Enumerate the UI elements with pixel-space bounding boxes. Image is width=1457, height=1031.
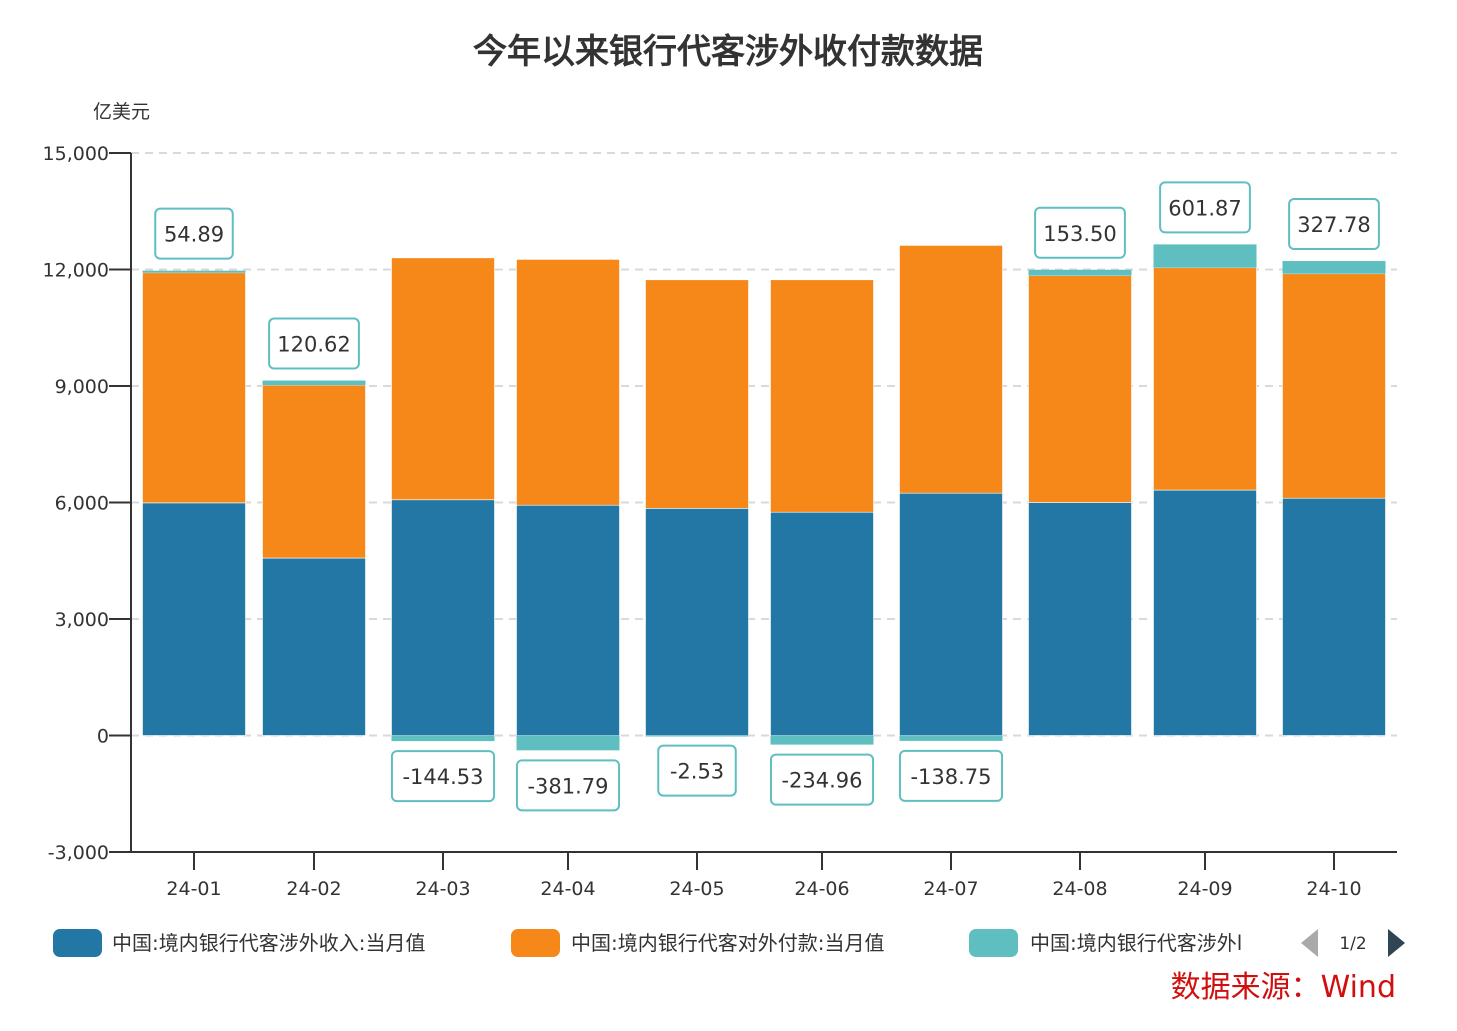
y-tick-label: 9,000 [55,376,109,398]
bar-payment[interactable] [1028,275,1132,503]
y-tick-label: 15,000 [43,143,109,165]
legend-swatch-payment [511,929,560,957]
y-tick-label: 0 [97,726,109,748]
data-label-balance: -138.75 [898,749,1004,802]
data-label-text: -2.53 [670,760,724,784]
legend-label-income: 中国:境内银行代客涉外收入:当月值 [112,931,425,955]
data-label-box [1288,198,1380,251]
data-label-text: -138.75 [910,765,991,789]
bar-payment[interactable] [1282,273,1386,499]
data-label-balance: 120.62 [268,317,360,370]
legend-item-payment[interactable]: 中国:境内银行代客对外付款:当月值 [511,929,884,957]
legend-item-income[interactable]: 中国:境内银行代客涉外收入:当月值 [53,929,425,957]
y-tick-label: 3,000 [55,609,109,631]
data-label-box [515,759,621,812]
bar-income[interactable] [1153,489,1257,736]
bar-income[interactable] [1028,502,1132,736]
data-source-note: 数据来源：Wind [1171,970,1396,1005]
bar-payment[interactable] [899,245,1003,494]
chart-title: 今年以来银行代客涉外收付款数据 [473,32,983,72]
data-labels: 54.89 120.62 -144.53 -381.79 -2.53 -234.96 -13… [154,181,1380,812]
data-label-balance: -381.79 [515,759,621,812]
data-label-text: 54.89 [164,223,224,247]
legend-swatch-income [53,929,102,957]
bar-income[interactable] [516,504,620,736]
x-tick-label: 24-04 [540,878,595,900]
legend: 中国:境内银行代客涉外收入:当月值 中国:境内银行代客对外付款:当月值 中国:境… [53,929,1405,957]
data-label-text: -381.79 [527,774,608,798]
x-tick-label: 24-06 [794,878,849,900]
legend-next-page-icon[interactable] [1388,929,1405,957]
y-tick-label: 12,000 [43,260,109,282]
bar-payment[interactable] [1153,267,1257,491]
data-label-text: 327.78 [1297,213,1370,237]
data-label-balance: 327.78 [1288,198,1380,251]
bar-payment[interactable] [516,259,620,506]
data-label-box [1034,206,1126,259]
y-axis-unit-label: 亿美元 [93,101,150,123]
bar-balance[interactable] [770,735,874,745]
bar-payment[interactable] [262,384,366,559]
data-label-balance: 153.50 [1034,206,1126,259]
legend-prev-page-icon[interactable] [1301,929,1318,957]
x-tick-label: 24-05 [669,878,724,900]
data-label-balance: -2.53 [657,744,737,797]
bar-income[interactable] [645,508,749,736]
bar-balance[interactable] [1153,244,1257,268]
data-label-box [898,749,1004,802]
legend-page-indicator: 1/2 [1339,934,1366,954]
data-label-balance: 54.89 [154,207,234,260]
bar-income[interactable] [770,511,874,736]
data-label-box [1159,181,1251,234]
bar-payment[interactable] [770,279,874,513]
legend-item-balance[interactable]: 中国:境内银行代客涉外l [969,929,1242,957]
data-label-text: 120.62 [277,333,350,357]
bars [142,244,1386,751]
data-label-text: -144.53 [402,765,483,789]
x-tick-label: 24-07 [923,878,978,900]
axes: -3,000 0 3,000 6,000 9,000 12,000 15,000 24-01 2… [43,143,1397,900]
data-label-balance: -234.96 [769,753,875,806]
bar-balance[interactable] [645,735,749,737]
bar-payment[interactable] [142,272,246,504]
bar-balance[interactable] [262,380,366,386]
bar-income[interactable] [142,502,246,736]
x-tick-label: 24-02 [286,878,341,900]
bar-balance[interactable] [391,735,495,742]
bar-payment[interactable] [391,257,495,501]
bar-balance[interactable] [516,735,620,751]
bar-income[interactable] [262,557,366,736]
data-label-box [154,207,234,260]
bar-balance[interactable] [899,735,1003,741]
legend-swatch-balance [969,929,1018,957]
x-tick-label: 24-09 [1177,878,1232,900]
data-label-balance: -144.53 [390,750,496,803]
bar-income[interactable] [899,492,1003,736]
data-label-text: 601.87 [1168,196,1241,220]
bar-balance[interactable] [1028,269,1132,276]
bar-balance[interactable] [142,270,246,273]
data-label-box [268,317,360,370]
data-label-box [390,750,496,803]
legend-label-payment: 中国:境内银行代客对外付款:当月值 [571,931,884,955]
data-label-box [657,744,737,797]
x-tick-label: 24-01 [166,878,221,900]
y-tick-label: 6,000 [55,493,109,515]
data-label-text: 153.50 [1043,222,1116,246]
x-tick-label: 24-10 [1306,878,1361,900]
x-tick-label: 24-03 [415,878,470,900]
bar-income[interactable] [1282,497,1386,736]
y-tick-label: -3,000 [48,842,109,864]
legend-label-balance: 中国:境内银行代客涉外l [1030,931,1242,955]
data-label-balance: 601.87 [1159,181,1251,234]
bar-balance[interactable] [1282,261,1386,274]
bar-income[interactable] [391,499,495,736]
x-tick-label: 24-08 [1052,878,1107,900]
bar-payment[interactable] [645,279,749,509]
data-label-box [769,753,875,806]
data-label-text: -234.96 [781,769,862,793]
